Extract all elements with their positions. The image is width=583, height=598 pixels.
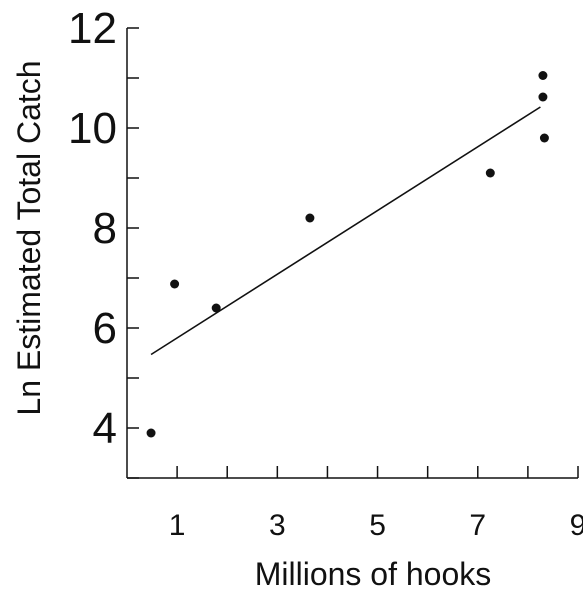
data-point [538, 71, 548, 80]
y-axis-title: Ln Estimated Total Catch [11, 60, 47, 415]
y-tick-labels: 4 6 8 10 12 [68, 4, 117, 453]
x-ticks [176, 466, 579, 478]
data-points [146, 71, 549, 438]
axes [126, 28, 578, 479]
y-tick-label: 4 [93, 404, 117, 453]
data-point [211, 303, 221, 313]
data-point [305, 213, 315, 223]
data-point [539, 133, 549, 143]
data-point [170, 279, 180, 289]
y-tick-label: 8 [93, 204, 117, 253]
data-point [146, 428, 156, 438]
x-tick-label: 1 [169, 509, 186, 542]
y-tick-label: 12 [68, 4, 117, 53]
x-tick-label: 3 [269, 509, 286, 542]
trend-line [150, 106, 541, 356]
x-tick-label: 5 [369, 509, 386, 542]
data-point [538, 92, 548, 102]
y-tick-label: 6 [93, 304, 117, 353]
x-tick-label: 9 [570, 509, 583, 542]
x-tick-label: 7 [469, 509, 486, 542]
y-tick-label: 10 [68, 104, 117, 153]
x-axis-title: Millions of hooks [255, 556, 492, 592]
y-ticks [127, 27, 139, 479]
data-point [485, 168, 495, 178]
x-tick-labels: 1 3 5 7 9 [169, 509, 583, 542]
